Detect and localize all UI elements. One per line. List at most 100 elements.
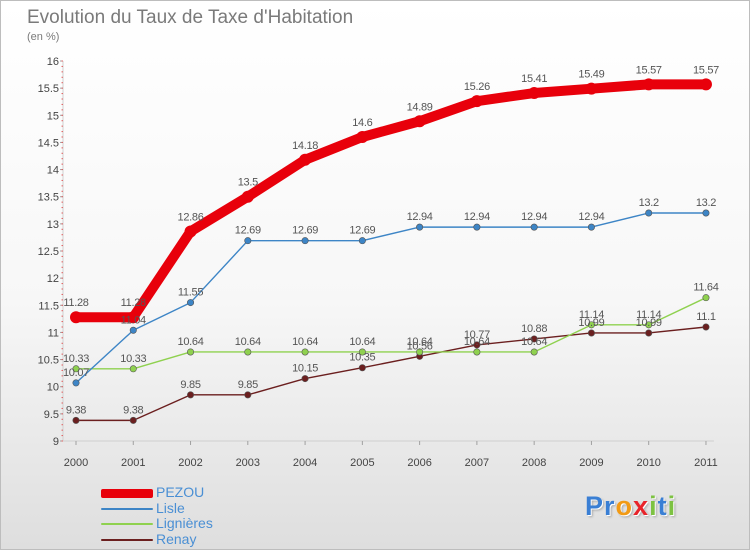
x-tick-label: 2003: [236, 457, 260, 469]
x-tick-label: 2010: [636, 457, 660, 469]
data-point: [187, 391, 195, 399]
data-label: 10.64: [464, 336, 490, 348]
chart-subtitle: (en %): [27, 31, 60, 43]
data-label: 13.5: [238, 177, 258, 189]
data-label: 13.2: [696, 197, 716, 209]
x-tick-label: 2001: [121, 457, 145, 469]
data-point: [127, 311, 140, 324]
data-point: [301, 375, 309, 383]
data-label: 12.69: [349, 225, 375, 237]
data-point: [473, 341, 481, 349]
data-label: 10.64: [235, 336, 261, 348]
logo-letter: o: [615, 491, 634, 521]
data-label: 10.64: [178, 336, 204, 348]
data-point: [413, 115, 426, 128]
data-point: [702, 294, 710, 302]
x-tick-label: 2004: [293, 457, 317, 469]
legend-item-pezou: PEZOU: [101, 485, 301, 501]
series-points: [70, 78, 712, 424]
data-label: 15.41: [521, 73, 547, 85]
data-point: [587, 321, 595, 329]
data-label: 11.04: [121, 314, 146, 326]
x-tick-label: 2009: [579, 457, 603, 469]
x-tick-label: 2005: [350, 457, 374, 469]
y-tick-label: 15: [47, 110, 59, 122]
data-point: [585, 82, 598, 95]
data-label: 12.94: [521, 211, 547, 223]
data-label: 10.56: [407, 340, 433, 352]
data-point: [645, 329, 653, 337]
data-label: 12.94: [464, 211, 490, 223]
data-label: 11.28: [63, 297, 88, 309]
data-label: 11.14: [636, 309, 661, 321]
data-point: [187, 348, 195, 356]
x-tick-label: 2002: [178, 457, 202, 469]
data-point: [184, 225, 197, 238]
data-label: 15.26: [464, 81, 490, 93]
logo-letter: i: [649, 491, 658, 521]
data-label: 14.6: [352, 117, 372, 129]
y-tick-label: 9.5: [44, 409, 59, 421]
legend-label: Lignières: [156, 515, 213, 531]
data-label: 9.38: [66, 404, 86, 416]
data-point: [244, 237, 252, 245]
logo-letter: x: [633, 491, 650, 521]
legend-label: Renay: [156, 530, 197, 547]
data-point: [187, 299, 195, 307]
y-tick-label: 10.5: [38, 355, 59, 367]
x-tick-label: 2000: [64, 457, 88, 469]
data-point: [244, 348, 252, 356]
data-label: 12.94: [407, 211, 433, 223]
data-label: 13.2: [639, 197, 659, 209]
legend-item-renay: Renay: [101, 530, 301, 548]
y-tick-label: 12: [47, 273, 59, 285]
data-point: [70, 311, 82, 324]
y-tick-label: 16: [47, 56, 59, 68]
logo-letter: i: [667, 491, 677, 521]
series-line-lignières: [75, 296, 707, 370]
x-tick-label: 2011: [694, 457, 718, 469]
data-label: 10.07: [63, 367, 89, 379]
data-label: 10.64: [292, 336, 318, 348]
legend-swatch: [101, 489, 153, 498]
x-tick-label: 2007: [465, 457, 489, 469]
legend: PEZOU Lisle Lignières Renay: [101, 485, 301, 547]
y-tick-label: 13: [47, 219, 59, 231]
data-point: [244, 391, 252, 399]
data-point: [470, 95, 483, 108]
legend-item-lignieres: Lignières: [101, 516, 301, 532]
data-label: 10.99: [578, 317, 604, 329]
y-tick-label: 15.5: [38, 83, 59, 95]
data-point: [645, 321, 653, 329]
y-tick-label: 11: [48, 327, 59, 339]
data-point: [416, 348, 424, 356]
data-point: [702, 323, 710, 331]
data-label: 12.69: [292, 225, 318, 237]
data-label: 15.49: [578, 69, 604, 81]
data-point: [129, 326, 137, 334]
data-point: [587, 223, 595, 231]
data-label: 10.15: [292, 363, 318, 375]
data-label: 15.57: [636, 64, 662, 76]
data-point: [241, 190, 254, 203]
data-label: 11.55: [178, 287, 203, 299]
legend-label: PEZOU: [156, 484, 205, 500]
data-point: [358, 364, 366, 372]
data-label: 10.77: [464, 329, 490, 341]
data-point: [530, 223, 538, 231]
data-label: 10.64: [407, 336, 433, 348]
data-label: 11.14: [579, 309, 604, 321]
y-tick-label: 10: [47, 382, 59, 394]
data-label: 15.57: [693, 64, 719, 76]
data-point: [358, 237, 366, 245]
data-label: 11.64: [693, 282, 718, 294]
legend-swatch: [101, 507, 153, 510]
series-lines: [71, 79, 711, 422]
legend-item-lisle: Lisle: [101, 500, 301, 517]
x-tick-label: 2006: [407, 457, 431, 469]
data-point: [129, 416, 137, 424]
data-point: [72, 379, 80, 387]
y-tick-label: 12.5: [38, 246, 59, 258]
